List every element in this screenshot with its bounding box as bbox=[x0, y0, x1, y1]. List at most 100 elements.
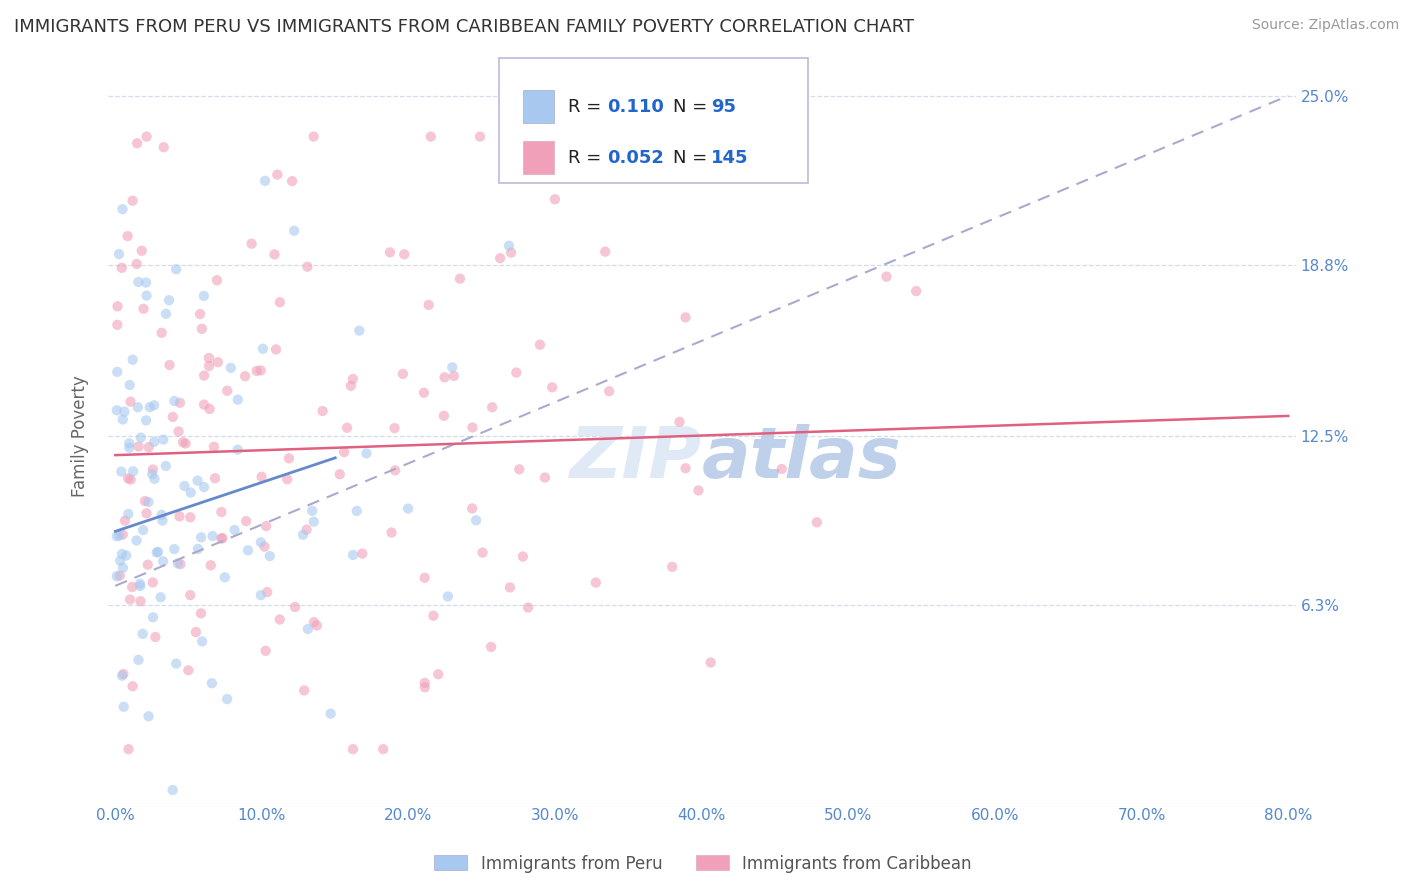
Point bbox=[201, 676, 224, 690]
Point bbox=[529, 337, 551, 351]
Point bbox=[235, 514, 257, 528]
Point bbox=[190, 607, 212, 621]
Point bbox=[499, 245, 522, 260]
Point bbox=[301, 504, 323, 518]
Point bbox=[441, 360, 464, 375]
Point bbox=[111, 668, 134, 682]
Point bbox=[263, 247, 285, 261]
Point bbox=[127, 136, 149, 151]
Point bbox=[392, 367, 415, 381]
Point bbox=[668, 415, 690, 429]
Point bbox=[437, 590, 460, 604]
Point bbox=[132, 523, 155, 537]
Point bbox=[252, 342, 274, 356]
Point bbox=[145, 545, 167, 559]
Point bbox=[418, 298, 440, 312]
Point bbox=[522, 129, 544, 144]
Point bbox=[508, 462, 530, 476]
Point bbox=[384, 421, 406, 435]
Point bbox=[138, 709, 160, 723]
Point bbox=[193, 368, 215, 383]
Point bbox=[461, 420, 484, 434]
Point bbox=[179, 510, 201, 524]
Point bbox=[162, 783, 184, 797]
Point bbox=[184, 625, 207, 640]
Point bbox=[135, 413, 157, 427]
Point bbox=[169, 557, 191, 571]
Text: N =: N = bbox=[673, 97, 713, 115]
Point bbox=[340, 379, 363, 393]
Point bbox=[111, 412, 134, 426]
Point bbox=[373, 742, 395, 756]
Point bbox=[505, 366, 527, 380]
Point bbox=[169, 396, 191, 410]
Point bbox=[253, 540, 276, 554]
Point bbox=[413, 571, 436, 585]
Point bbox=[111, 527, 134, 541]
Point bbox=[145, 630, 167, 644]
Point bbox=[129, 576, 152, 591]
Point bbox=[202, 440, 225, 454]
Point bbox=[413, 385, 436, 400]
Point bbox=[413, 680, 436, 694]
Point bbox=[193, 289, 215, 303]
Point bbox=[770, 462, 793, 476]
Point bbox=[139, 401, 162, 415]
Point bbox=[295, 523, 318, 537]
Point bbox=[302, 129, 325, 144]
Point bbox=[198, 351, 221, 365]
Point bbox=[111, 202, 134, 217]
Point bbox=[481, 401, 503, 415]
Point bbox=[422, 608, 444, 623]
Point bbox=[461, 501, 484, 516]
Point bbox=[163, 394, 186, 409]
Point bbox=[465, 513, 488, 527]
Point bbox=[250, 469, 273, 483]
Point bbox=[449, 271, 471, 285]
Point bbox=[117, 742, 139, 756]
Point bbox=[188, 307, 211, 321]
Point bbox=[129, 594, 152, 608]
Point bbox=[198, 402, 221, 417]
Point bbox=[108, 568, 131, 582]
Point bbox=[664, 129, 686, 144]
Point bbox=[165, 657, 187, 671]
Point bbox=[443, 368, 465, 383]
Point bbox=[142, 462, 165, 476]
Point bbox=[165, 262, 187, 277]
Point bbox=[146, 545, 169, 559]
Point bbox=[125, 257, 148, 271]
Point bbox=[120, 394, 142, 409]
Point bbox=[111, 561, 134, 575]
Point bbox=[297, 260, 319, 274]
Point bbox=[141, 467, 163, 482]
Text: 0.052: 0.052 bbox=[607, 149, 664, 167]
Point bbox=[118, 592, 141, 607]
Point bbox=[675, 461, 697, 475]
Point bbox=[217, 692, 239, 706]
Point bbox=[134, 494, 156, 508]
Point bbox=[544, 192, 567, 206]
Y-axis label: Family Poverty: Family Poverty bbox=[72, 376, 89, 497]
Point bbox=[226, 442, 249, 457]
Point bbox=[342, 548, 364, 562]
Point bbox=[150, 508, 173, 522]
Point bbox=[200, 558, 222, 573]
Point bbox=[356, 446, 378, 460]
Point bbox=[105, 569, 128, 583]
Point bbox=[138, 495, 160, 509]
Point bbox=[107, 299, 129, 313]
Point bbox=[155, 307, 177, 321]
Point bbox=[250, 588, 273, 602]
Legend: Immigrants from Peru, Immigrants from Caribbean: Immigrants from Peru, Immigrants from Ca… bbox=[427, 848, 979, 880]
Point bbox=[204, 471, 226, 485]
Point bbox=[118, 436, 141, 450]
Text: ZIP: ZIP bbox=[569, 424, 702, 492]
Point bbox=[105, 403, 128, 417]
Point bbox=[187, 541, 209, 556]
Point bbox=[278, 451, 301, 466]
Point bbox=[112, 699, 135, 714]
Point bbox=[143, 398, 166, 412]
Point bbox=[329, 467, 352, 482]
Point bbox=[138, 440, 160, 454]
